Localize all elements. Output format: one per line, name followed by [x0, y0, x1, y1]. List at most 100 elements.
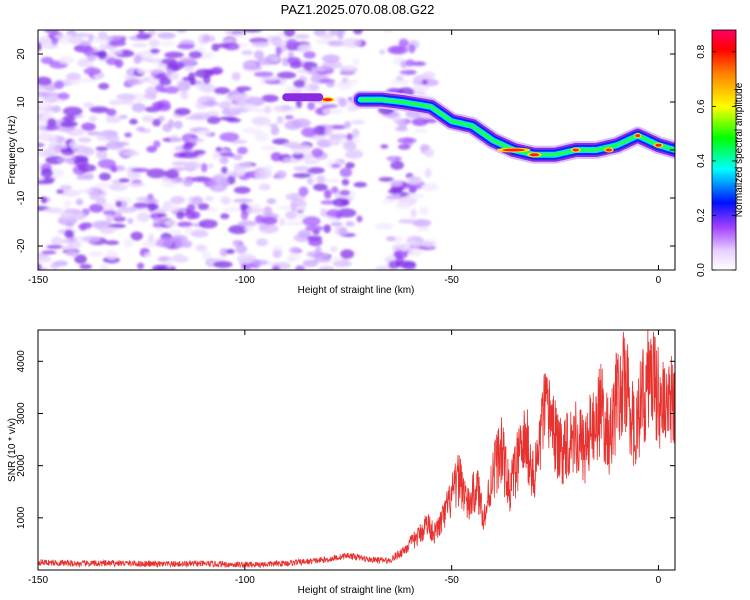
noise-blob — [349, 190, 356, 198]
noise-blob — [86, 131, 102, 136]
noise-blob — [215, 146, 223, 153]
noise-blob — [38, 132, 51, 140]
noise-blob — [412, 219, 432, 227]
noise-blob — [118, 178, 130, 183]
noise-blob — [297, 43, 312, 52]
noise-blob — [159, 77, 172, 86]
noise-blob — [292, 172, 311, 179]
y-axis-label: Frequency (Hz) — [7, 116, 18, 185]
noise-blob — [257, 57, 275, 66]
noise-blob — [188, 138, 205, 143]
noise-blob — [96, 134, 108, 142]
noise-blob — [223, 42, 240, 51]
figure-title: PAZ1.2025.070.08.08.G22 — [280, 2, 435, 17]
noise-blob — [213, 261, 233, 269]
noise-blob — [136, 212, 150, 223]
noise-blob — [293, 165, 311, 172]
noise-blob — [353, 181, 367, 188]
noise-blob — [261, 216, 278, 225]
noise-blob — [38, 263, 42, 270]
noise-blob — [198, 219, 218, 229]
colorbar-tick-label: 0.0 — [696, 263, 707, 277]
noise-blob — [239, 203, 248, 211]
noise-blob — [80, 40, 92, 47]
noise-blob — [344, 64, 355, 70]
noise-blob — [339, 167, 353, 178]
noise-blob — [378, 177, 394, 182]
noise-blob — [83, 67, 102, 76]
noise-blob — [414, 128, 428, 134]
noise-blob — [244, 96, 265, 107]
noise-blob — [74, 254, 87, 264]
noise-blob — [89, 106, 109, 114]
noise-blob — [136, 32, 152, 40]
noise-blob — [133, 54, 142, 65]
noise-blob — [380, 144, 389, 149]
noise-blob — [289, 246, 301, 254]
noise-blob — [83, 46, 94, 57]
noise-blob — [38, 142, 45, 148]
noise-blob — [321, 54, 341, 63]
noise-blob — [290, 196, 297, 201]
noise-blob — [38, 91, 49, 98]
noise-blob — [406, 193, 425, 199]
noise-blob — [104, 135, 120, 142]
noise-blob — [334, 226, 349, 236]
noise-blob — [109, 50, 124, 55]
noise-blob — [219, 247, 228, 257]
noise-blob — [344, 162, 355, 169]
noise-blob — [407, 247, 422, 257]
noise-blob — [232, 239, 240, 247]
noise-blob — [129, 118, 138, 125]
y-tick-label: 20 — [16, 48, 27, 60]
noise-blob — [342, 37, 362, 48]
noise-blob — [320, 208, 327, 217]
noise-blob — [136, 68, 148, 74]
noise-blob — [163, 86, 180, 94]
noise-blob — [38, 85, 49, 90]
noise-blob — [152, 218, 167, 226]
noise-blob — [121, 99, 134, 105]
noise-blob — [290, 105, 298, 112]
noise-blob — [123, 238, 134, 248]
noise-blob — [38, 36, 50, 45]
noise-blob — [156, 238, 174, 248]
colorbar-label: Normalized spectral amplitude — [734, 82, 745, 217]
noise-blob — [398, 143, 411, 150]
noise-blob — [57, 215, 78, 226]
noise-blob — [54, 34, 74, 40]
noise-blob — [153, 140, 161, 148]
noise-blob — [204, 195, 214, 202]
noise-blob — [65, 72, 82, 81]
noise-blob — [38, 256, 52, 263]
y-tick-label: -20 — [16, 238, 27, 253]
noise-blob — [125, 77, 144, 86]
noise-blob — [180, 91, 189, 100]
noise-blob — [178, 151, 199, 159]
noise-blob — [271, 36, 283, 47]
noise-blob — [345, 221, 355, 227]
noise-blob — [351, 119, 366, 125]
snr-series-line — [38, 330, 675, 569]
noise-blob — [103, 202, 112, 211]
noise-blob — [97, 31, 108, 40]
noise-blob — [205, 99, 216, 107]
noise-blob — [307, 101, 316, 111]
noise-blob — [326, 209, 343, 218]
noise-blob — [170, 178, 187, 184]
noise-blob — [340, 249, 355, 259]
noise-blob — [260, 145, 277, 151]
noise-blob — [63, 199, 72, 209]
noise-blob — [110, 165, 118, 173]
noise-blob — [164, 169, 180, 179]
noise-blob — [394, 126, 409, 132]
noise-blob — [292, 152, 304, 160]
noise-blob — [73, 157, 89, 167]
noise-blob — [398, 38, 409, 48]
noise-blob — [97, 50, 108, 60]
ridge-peak-core — [655, 143, 662, 147]
noise-blob — [330, 163, 341, 168]
noise-blob — [421, 238, 437, 248]
noise-blob — [105, 214, 113, 224]
noise-blob — [131, 102, 146, 113]
